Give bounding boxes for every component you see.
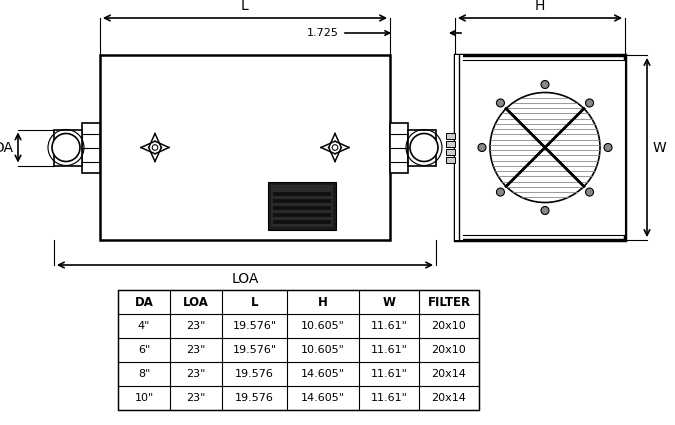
Text: 10.605": 10.605": [301, 321, 345, 331]
Bar: [268, 182, 336, 230]
Bar: [271, 185, 333, 227]
Text: 19.576: 19.576: [235, 393, 274, 403]
Text: 19.576: 19.576: [235, 369, 274, 379]
Text: W: W: [653, 141, 667, 155]
Text: FILTER: FILTER: [427, 295, 470, 309]
Bar: [455, 55, 463, 240]
Text: LOA: LOA: [183, 295, 209, 309]
Text: LOA: LOA: [232, 272, 259, 286]
Circle shape: [410, 133, 438, 162]
Circle shape: [478, 144, 486, 151]
Bar: [390, 122, 408, 173]
Text: DA: DA: [0, 141, 14, 155]
Circle shape: [585, 188, 593, 196]
Bar: [446, 148, 455, 155]
Text: 10": 10": [134, 393, 154, 403]
Text: 19.576": 19.576": [232, 345, 277, 355]
Text: 11.61": 11.61": [371, 321, 408, 331]
Text: 20x14: 20x14: [431, 393, 466, 403]
Text: 19.576": 19.576": [232, 321, 277, 331]
Text: 20x14: 20x14: [431, 369, 466, 379]
Text: 20x10: 20x10: [431, 345, 466, 355]
Circle shape: [52, 133, 80, 162]
Text: L: L: [241, 0, 249, 13]
Text: H: H: [535, 0, 545, 13]
Text: 4": 4": [138, 321, 150, 331]
Text: 8": 8": [138, 369, 150, 379]
Text: 14.605": 14.605": [301, 369, 345, 379]
Circle shape: [496, 99, 504, 107]
Text: 23": 23": [186, 345, 206, 355]
Circle shape: [541, 80, 549, 88]
Text: DA: DA: [134, 295, 153, 309]
Text: L: L: [250, 295, 259, 309]
Text: 20x10: 20x10: [431, 321, 466, 331]
Circle shape: [496, 188, 504, 196]
Bar: [446, 156, 455, 162]
Text: W: W: [383, 295, 396, 309]
Bar: [273, 199, 331, 203]
Circle shape: [490, 93, 600, 202]
Bar: [446, 141, 455, 147]
Bar: [54, 130, 82, 165]
Text: 23": 23": [186, 369, 206, 379]
Bar: [100, 55, 390, 240]
Bar: [446, 133, 455, 139]
Text: 1.725: 1.725: [307, 28, 339, 38]
Circle shape: [585, 99, 593, 107]
Text: 6": 6": [138, 345, 150, 355]
Bar: [460, 60, 625, 235]
Bar: [82, 122, 100, 173]
Bar: [273, 220, 331, 224]
Bar: [273, 213, 331, 217]
Text: 10.605": 10.605": [301, 345, 345, 355]
Bar: [273, 206, 331, 210]
Text: 14.605": 14.605": [301, 393, 345, 403]
Circle shape: [604, 144, 612, 151]
Circle shape: [541, 207, 549, 215]
Bar: [118, 290, 479, 410]
Bar: [455, 55, 625, 240]
Text: 23": 23": [186, 393, 206, 403]
Text: 11.61": 11.61": [371, 393, 408, 403]
Bar: [273, 192, 331, 196]
Text: H: H: [318, 295, 328, 309]
Text: 23": 23": [186, 321, 206, 331]
Text: 11.61": 11.61": [371, 345, 408, 355]
Bar: [408, 130, 436, 165]
Text: 11.61": 11.61": [371, 369, 408, 379]
